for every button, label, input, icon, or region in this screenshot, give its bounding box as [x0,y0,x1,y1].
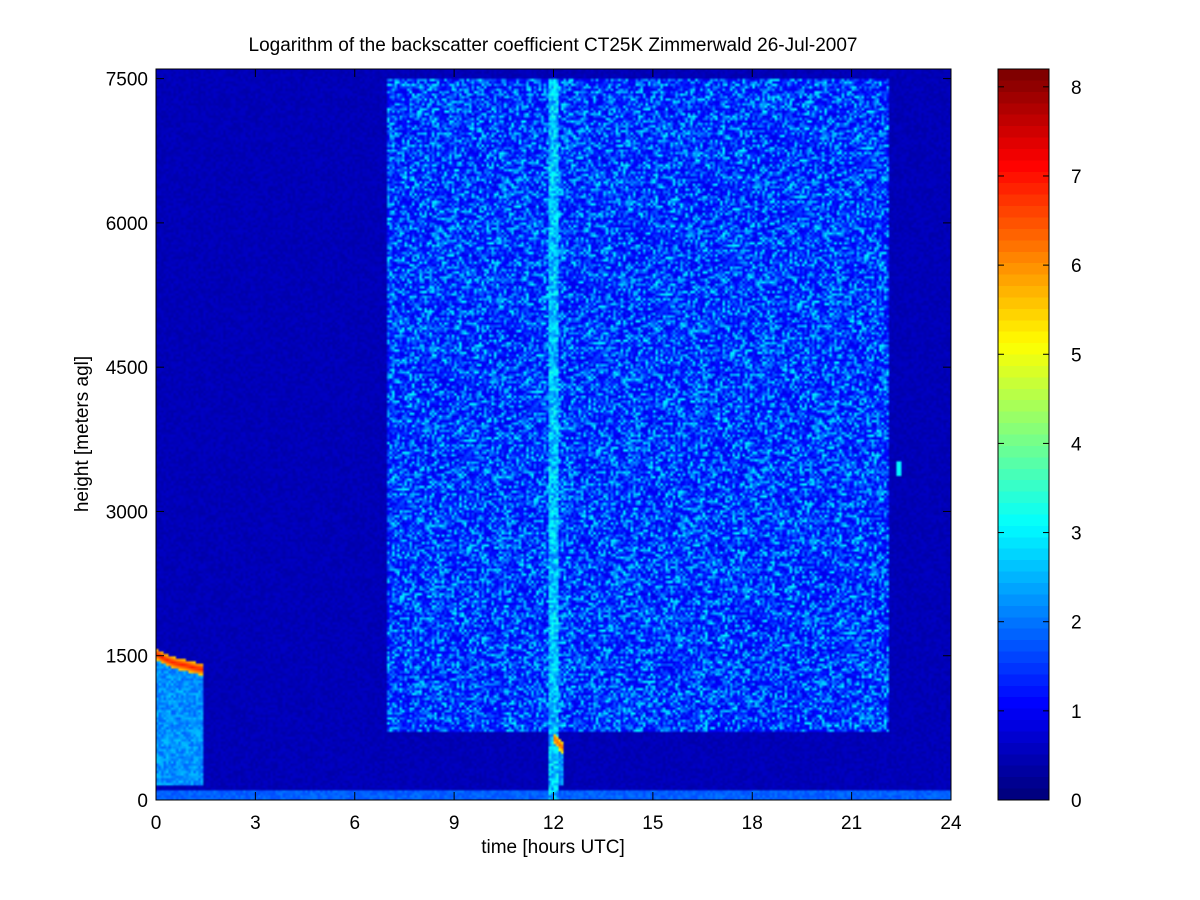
y-tick-label: 4500 [106,358,148,379]
x-axis: 0 3 6 9 12 15 18 21 24 [151,69,962,834]
y-axis-label: height [meters agl] [72,356,93,512]
colorbar-tick-label: 6 [1071,256,1082,277]
colorbar-tick-label: 5 [1071,345,1082,366]
colorbar-frame [997,68,1050,801]
heatmap-plot-area [155,68,952,801]
x-axis-label: time [hours UTC] [481,837,625,858]
x-tick-label: 9 [449,813,460,834]
y-tick-label: 6000 [106,214,148,235]
x-tick-label: 0 [151,813,162,834]
x-tick-label: 15 [642,813,663,834]
chart-title: Logarithm of the backscatter coefficient… [249,35,858,56]
y-axis: 0 1500 3000 4500 6000 7500 [106,70,951,812]
x-tick-label: 24 [940,813,962,834]
colorbar-tick-label: 1 [1071,702,1082,723]
colorbar: 0 1 2 3 4 5 6 7 8 [997,68,1082,812]
y-tick-label: 1500 [106,647,148,668]
x-tick-label: 18 [742,813,763,834]
x-tick-label: 21 [841,813,862,834]
colorbar-tick-label: 0 [1071,791,1082,812]
x-tick-label: 6 [349,813,360,834]
colorbar-tick-label: 2 [1071,613,1082,634]
y-tick-label: 7500 [106,70,148,91]
colorbar-gradient [998,69,1049,800]
x-tick-label: 3 [250,813,261,834]
y-tick-label: 0 [137,791,148,812]
colorbar-tick-label: 8 [1071,78,1082,99]
y-tick-label: 3000 [106,502,148,523]
x-tick-label: 12 [543,813,564,834]
colorbar-ticks: 0 1 2 3 4 5 6 7 8 [998,78,1082,812]
colorbar-tick-label: 3 [1071,524,1082,545]
colorbar-tick-label: 4 [1071,434,1082,455]
colorbar-tick-label: 7 [1071,167,1082,188]
heatmap-image [156,69,951,800]
